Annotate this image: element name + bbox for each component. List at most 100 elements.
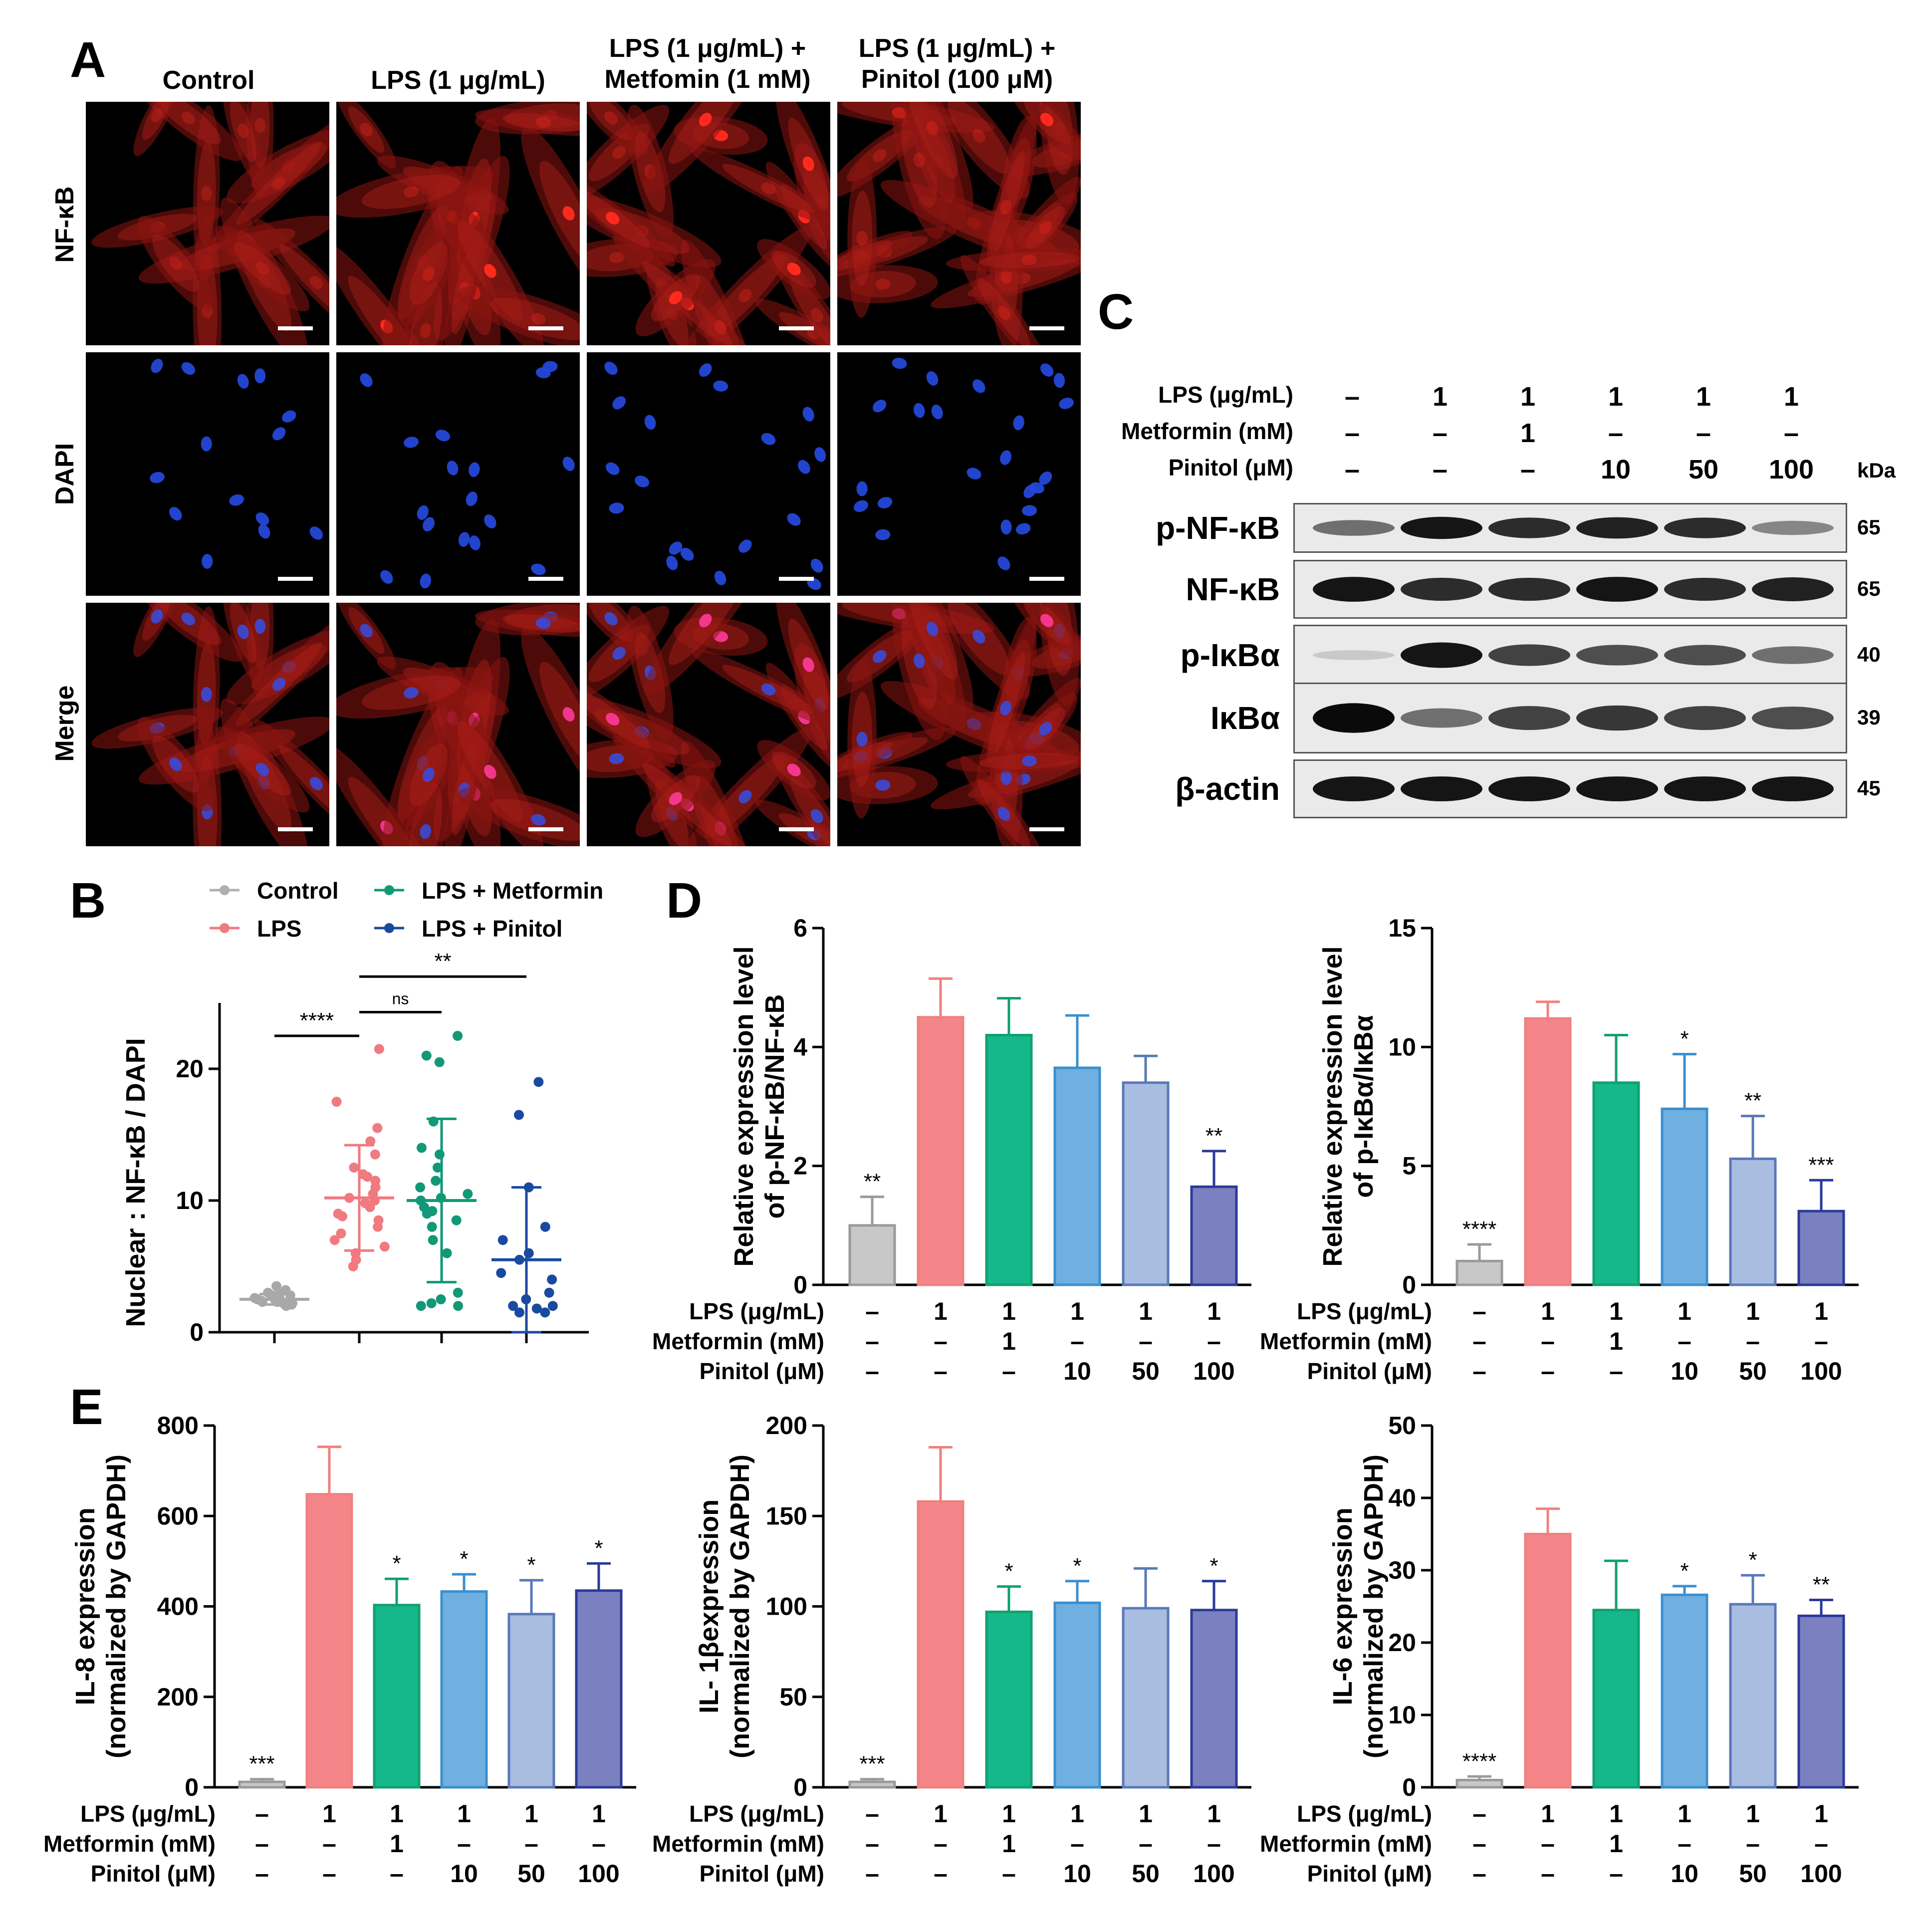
cond-metformin-value: 1 [390, 1830, 404, 1858]
cond-pinitol-value: – [322, 1860, 336, 1888]
wb-lps-value: 1 [1695, 382, 1711, 412]
E3-bar [1661, 1593, 1708, 1789]
B-point [426, 1298, 437, 1308]
E1-sig-label: * [392, 1551, 401, 1576]
E1-bar [575, 1589, 623, 1789]
E2-y-tick-label: 0 [793, 1773, 807, 1801]
B-point [463, 1189, 473, 1199]
B-point [508, 1301, 518, 1311]
wb-band-kda: 39 [1857, 706, 1881, 729]
wb-band-label: NF-κB [1186, 571, 1280, 607]
B-point [360, 1198, 371, 1208]
B-point [415, 1182, 426, 1193]
panel-label-c: C [1098, 284, 1134, 340]
cond-metformin-label: Metformin (mM) [43, 1831, 216, 1857]
cond-metformin-value: – [457, 1830, 471, 1858]
B-point [286, 1299, 296, 1310]
B-point [442, 1248, 452, 1258]
cond-lps-value: 1 [1814, 1297, 1828, 1325]
cond-metformin-value: – [865, 1327, 879, 1355]
wb-band [1488, 517, 1570, 538]
cond-pinitol-label: Pinitol (μM) [1307, 1861, 1432, 1887]
wb-blot-strip [1293, 625, 1847, 686]
D2-sig-label: * [1680, 1027, 1689, 1051]
B-point [431, 1176, 441, 1186]
E3-bar [1592, 1609, 1640, 1789]
cond-metformin-value: – [865, 1830, 879, 1858]
B-y-tick-label: 0 [190, 1318, 204, 1346]
cond-metformin-value: – [255, 1830, 269, 1858]
D1-bar [1053, 1066, 1101, 1286]
D2-bar [1797, 1209, 1845, 1286]
B-legend-entry: LPS + Metformin [422, 878, 604, 904]
B-point [427, 1206, 438, 1216]
cond-pinitol-value: 100 [1193, 1860, 1235, 1888]
wb-band [1313, 776, 1395, 801]
cond-pinitol-value: 50 [1132, 1860, 1160, 1888]
wb-band [1576, 577, 1658, 602]
wb-metformin-value: 1 [1520, 418, 1536, 448]
cond-pinitol-value: – [865, 1860, 879, 1888]
micrograph-nfkb-col4 [837, 102, 1081, 345]
cond-lps-value: 1 [1678, 1800, 1691, 1828]
wb-band [1488, 577, 1570, 601]
micrograph-merge-col1 [86, 603, 329, 846]
cond-lps-value: 1 [1541, 1297, 1555, 1325]
E1-y-tick-label: 600 [157, 1502, 199, 1530]
micrograph-merge-col3 [587, 603, 830, 846]
B-point [336, 1228, 346, 1238]
wb-band [1488, 644, 1570, 666]
E1-sig-label: * [594, 1536, 603, 1560]
E1-sig-label: * [527, 1553, 535, 1577]
E2-sig-label: * [1073, 1554, 1081, 1578]
cond-lps-value: 1 [1002, 1800, 1016, 1828]
B-point [373, 1221, 383, 1232]
D2-bar [1729, 1157, 1777, 1286]
D1-sig-label: ** [1206, 1124, 1222, 1148]
E2-bar [848, 1780, 896, 1789]
E2-sig-label: * [1209, 1554, 1218, 1578]
B-legend-swatch-dot [384, 885, 394, 895]
panel-label-e: E [70, 1379, 103, 1435]
col-title-lps: LPS (1 μg/mL) [371, 66, 545, 95]
micrograph-dapi-col1 [86, 352, 329, 596]
E3-y-tick-label: 40 [1388, 1484, 1416, 1512]
cond-pinitol-value: – [1002, 1357, 1016, 1385]
B-point [434, 1149, 445, 1160]
E2-y-label: IL- 1βexpression (normalized by GAPDH) [694, 1454, 755, 1758]
E1-bar [507, 1613, 555, 1789]
wb-band [1576, 645, 1658, 666]
cond-pinitol-value: – [934, 1860, 948, 1888]
D2-bar [1661, 1107, 1708, 1286]
E3-sig-label: ** [1813, 1572, 1830, 1597]
B-sig-label: ns [392, 989, 409, 1007]
wb-pinitol-value: – [1520, 455, 1536, 484]
E2-bar [1122, 1607, 1170, 1789]
wb-band [1313, 703, 1395, 733]
D1-sig-label: ** [864, 1170, 881, 1194]
wb-blot-strip [1293, 759, 1847, 818]
cond-pinitol-value: – [934, 1357, 948, 1385]
cond-pinitol-value: 100 [1800, 1860, 1842, 1888]
E3-sig-label: **** [1462, 1749, 1497, 1773]
D1-y-tick-label: 4 [793, 1033, 807, 1061]
wb-band [1488, 706, 1570, 730]
cond-pinitol-value: – [1609, 1357, 1623, 1385]
D2-y-label-line: of p-IκBα/IκBα [1349, 1015, 1379, 1198]
E3-sig-label: * [1748, 1548, 1757, 1572]
wb-band-label: β-actin [1175, 771, 1280, 807]
E3-y-label-line: IL-6 expression [1328, 1507, 1358, 1705]
wb-band [1752, 776, 1834, 801]
cond-metformin-value: – [1678, 1327, 1691, 1355]
cond-lps-value: 1 [1207, 1800, 1221, 1828]
B-point [365, 1136, 376, 1147]
wb-band [1401, 776, 1482, 801]
wb-band [1313, 577, 1395, 602]
E1-y-tick-label: 400 [157, 1593, 199, 1621]
cond-pinitol-value: 50 [1132, 1357, 1160, 1385]
E2-sig-label: * [1004, 1559, 1013, 1584]
cond-metformin-value: – [1746, 1327, 1760, 1355]
wb-pinitol-label: Pinitol (μM) [1168, 455, 1293, 481]
E2-bar [1190, 1609, 1238, 1789]
